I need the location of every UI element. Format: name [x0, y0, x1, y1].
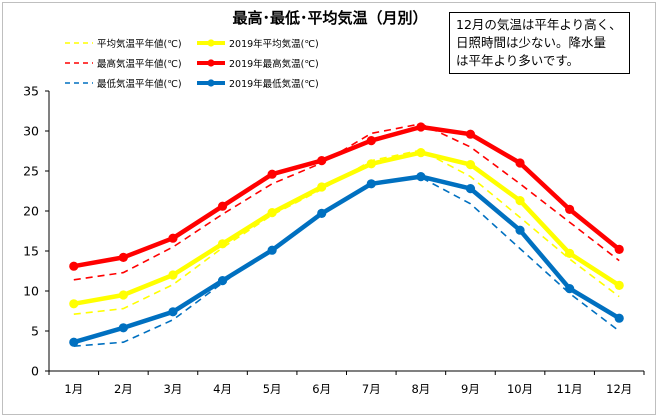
series-line-5: [73, 174, 621, 345]
series-point-1: [565, 248, 575, 258]
legend-swatch: [197, 79, 225, 87]
x-tick-label: 8月: [411, 382, 430, 396]
series-point-1: [69, 299, 79, 309]
x-tick-label: 4月: [213, 382, 232, 396]
series-point-5: [168, 307, 178, 317]
series-line-4: [73, 176, 620, 347]
series-point-1: [416, 148, 426, 158]
legend-swatch: [65, 82, 93, 84]
series-point-5: [118, 323, 128, 333]
legend-item-min-normal: 最低気温平年値(℃): [64, 76, 182, 90]
series-point-3: [267, 169, 277, 179]
legend-label: 2019年最低気温(℃): [229, 79, 319, 90]
legend-swatch: [197, 59, 225, 67]
legend-swatch: [197, 39, 225, 47]
note-line-2: 日照時間は少ない。降水量: [456, 35, 607, 50]
legend-label: 最低気温平年値(℃): [97, 79, 182, 90]
y-tick-label: 15: [23, 244, 39, 259]
series-point-5: [69, 337, 79, 347]
x-tick-label: 11月: [557, 382, 583, 396]
series-point-5: [565, 284, 575, 294]
chart-title: 最高･最低･平均気温（月別）: [232, 9, 428, 27]
y-tick-label: 25: [23, 164, 39, 179]
x-tick-label: 5月: [263, 382, 282, 396]
y-tick-label: 20: [23, 204, 39, 219]
y-tick-label: 5: [31, 324, 39, 339]
series-point-1: [118, 290, 128, 300]
legend-label: 最高気温平年値(℃): [97, 59, 182, 70]
series-point-1: [515, 196, 525, 206]
y-tick-label: 10: [23, 284, 39, 299]
series-point-3: [217, 201, 228, 211]
series-point-1: [614, 280, 624, 290]
series-point-5: [317, 208, 327, 218]
y-tick-label: 35: [23, 84, 39, 99]
x-tick-label: 10月: [507, 382, 533, 396]
series-point-5: [465, 184, 476, 194]
series-point-1: [217, 239, 228, 249]
note-line-1: 12月の気温は平年より高く、: [456, 17, 622, 32]
series-point-3: [515, 158, 525, 168]
series-point-3: [366, 136, 376, 146]
legend-item-max-2019: 2019年最高気温(℃): [196, 56, 319, 70]
x-tick-label: 1月: [64, 382, 83, 396]
y-tick-label: 30: [23, 124, 39, 139]
series-point-5: [515, 225, 525, 235]
x-tick-label: 12月: [606, 382, 632, 396]
legend-swatch: [65, 62, 93, 64]
x-tick-label: 3月: [164, 382, 183, 396]
legend-item-max-normal: 最高気温平年値(℃): [64, 56, 182, 70]
series-point-1: [317, 182, 327, 192]
x-tick-label: 7月: [362, 382, 381, 396]
series-point-3: [565, 204, 575, 214]
series-point-5: [217, 276, 228, 286]
legend-item-min-2019: 2019年最低気温(℃): [196, 76, 319, 90]
series-line-3: [73, 124, 621, 269]
series-line-0: [73, 149, 620, 315]
legend-item-avg-normal: 平均気温平年値(℃): [64, 36, 182, 50]
series-point-1: [267, 208, 277, 218]
series-point-3: [118, 252, 128, 262]
x-tick-label: 2月: [114, 382, 133, 396]
series-point-3: [317, 156, 327, 166]
series-line-2: [73, 122, 620, 281]
series-point-1: [168, 270, 178, 280]
x-tick-label: 6月: [312, 382, 331, 396]
y-tick-label: 0: [31, 364, 39, 379]
legend: 平均気温平年値(℃) 2019年平均気温(℃) 最高気温平年値(℃) 2019年…: [64, 36, 354, 96]
legend-label: 2019年平均気温(℃): [229, 39, 319, 50]
note-box: 12月の気温は平年より高く、 日照時間は少ない。降水量 は平年より多いです。: [449, 12, 630, 74]
series-point-5: [366, 179, 376, 189]
series-point-3: [69, 261, 79, 271]
series-point-3: [168, 233, 178, 243]
legend-item-avg-2019: 2019年平均気温(℃): [196, 36, 319, 50]
series-line-1: [73, 150, 621, 307]
legend-label: 平均気温平年値(℃): [97, 39, 182, 50]
legend-swatch: [65, 42, 93, 44]
note-line-3: は平年より多いです。: [456, 53, 580, 68]
series-point-1: [465, 160, 476, 170]
x-tick-label: 9月: [461, 382, 480, 396]
series-point-5: [614, 313, 624, 323]
series-point-3: [614, 244, 624, 254]
series-point-3: [465, 129, 476, 139]
legend-label: 2019年最高気温(℃): [229, 59, 319, 70]
